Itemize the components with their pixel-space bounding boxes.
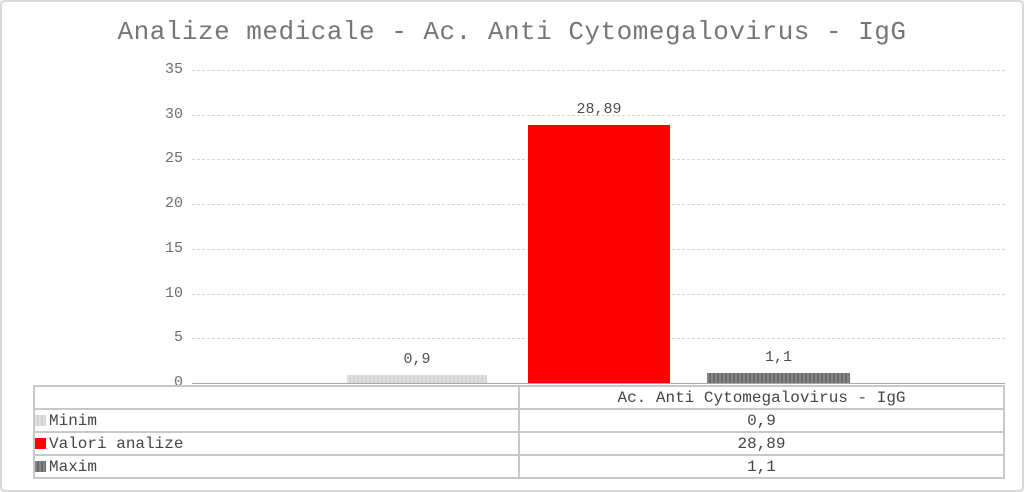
legend-cell-valori-analize: Valori analize bbox=[33, 431, 520, 456]
chart-title: Analize medicale - Ac. Anti Cytomegalovi… bbox=[117, 17, 907, 47]
value-cell: 1,1 bbox=[518, 454, 1005, 479]
legend-cell-minim: Minim bbox=[33, 408, 520, 433]
bar-value-label: 0,9 bbox=[403, 351, 431, 368]
y-tick-label: 20 bbox=[164, 195, 183, 213]
data-table: Ac. Anti Cytomegalovirus - IgG Minim 0,9 V… bbox=[33, 385, 1005, 479]
category-header-cell: Ac. Anti Cytomegalovirus - IgG bbox=[518, 385, 1005, 410]
bar-maxim bbox=[707, 373, 850, 383]
y-tick-label: 15 bbox=[164, 239, 183, 257]
bar-minim bbox=[347, 375, 487, 383]
legend-label: Maxim bbox=[49, 457, 98, 476]
y-tick-label: 0 bbox=[173, 374, 183, 391]
table-header-row: Ac. Anti Cytomegalovirus - IgG bbox=[33, 385, 1005, 410]
plot-area: 0,9 28,89 1,1 bbox=[192, 70, 1005, 383]
value-cell: 0,9 bbox=[518, 408, 1005, 433]
y-tick-label: 35 bbox=[164, 61, 183, 78]
legend-label: Valori analize bbox=[49, 434, 184, 453]
table-row: Minim 0,9 bbox=[33, 408, 1005, 433]
bar-valori-analize bbox=[528, 125, 670, 383]
y-tick-label: 30 bbox=[164, 105, 183, 123]
y-tick-label: 25 bbox=[164, 150, 183, 168]
value-cell: 28,89 bbox=[518, 431, 1005, 456]
table-row: Maxim 1,1 bbox=[33, 454, 1005, 479]
table-row: Valori analize 28,89 bbox=[33, 431, 1005, 456]
legend-label: Minim bbox=[49, 411, 98, 430]
y-tick-label: 10 bbox=[164, 284, 183, 302]
legend-swatch-minim bbox=[36, 414, 46, 426]
legend-cell-maxim: Maxim bbox=[33, 454, 520, 479]
x-axis-line bbox=[192, 383, 1005, 384]
bar-value-label: 1,1 bbox=[764, 349, 793, 366]
legend-swatch-valori-analize bbox=[36, 437, 46, 449]
table-corner-empty bbox=[33, 385, 520, 410]
legend-swatch-maxim bbox=[36, 460, 46, 472]
gridline bbox=[192, 114, 1005, 116]
bar-value-label: 28,89 bbox=[576, 101, 622, 118]
y-tick-label: 5 bbox=[173, 329, 183, 347]
gridline bbox=[192, 70, 1005, 71]
